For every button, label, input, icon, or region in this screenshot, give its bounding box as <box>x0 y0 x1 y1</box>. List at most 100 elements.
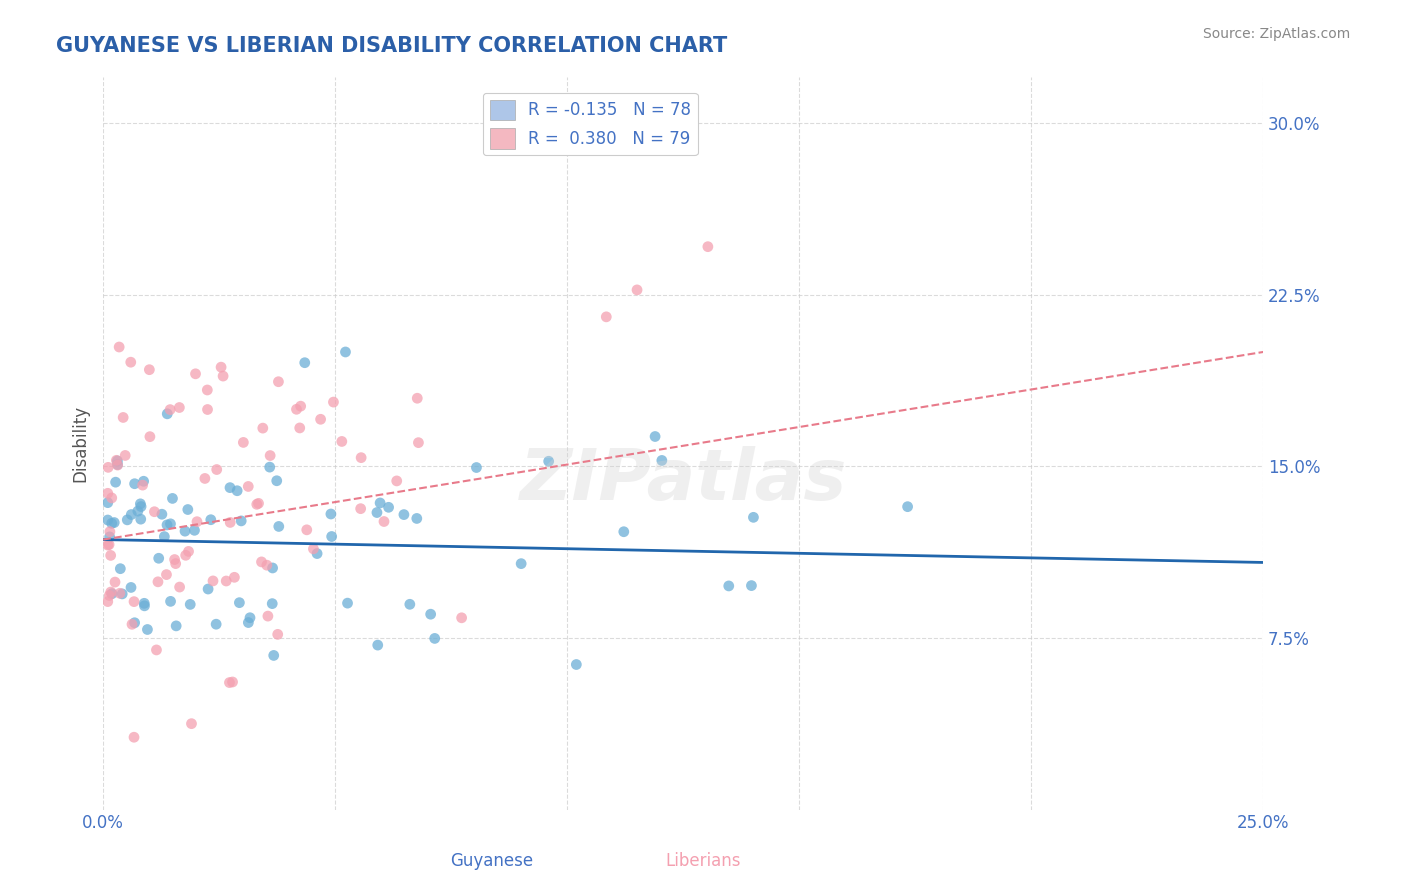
Point <box>121 617 143 632</box>
Point <box>108 586 131 600</box>
Point <box>117 513 139 527</box>
Point <box>212 369 235 384</box>
Point <box>174 524 197 538</box>
Point <box>127 504 149 518</box>
Point <box>450 611 472 625</box>
Point <box>285 402 308 417</box>
Point <box>218 675 240 690</box>
Point <box>259 449 281 463</box>
Point <box>644 429 666 443</box>
Point <box>194 471 217 485</box>
Point <box>205 617 228 632</box>
Point <box>368 496 391 510</box>
Point <box>146 574 169 589</box>
Point <box>256 558 278 573</box>
Point <box>183 524 205 538</box>
Point <box>219 481 242 495</box>
Point <box>163 552 186 566</box>
Point <box>143 505 166 519</box>
Point <box>263 648 285 663</box>
Point <box>195 383 218 397</box>
Point <box>134 599 156 613</box>
Point <box>232 435 254 450</box>
Point <box>114 449 136 463</box>
Point <box>104 575 127 590</box>
Legend: R = -0.135   N = 78, R =  0.380   N = 79: R = -0.135 N = 78, R = 0.380 N = 79 <box>484 93 697 155</box>
Point <box>238 615 260 630</box>
Point <box>290 399 312 413</box>
Point <box>159 594 181 608</box>
Point <box>129 500 152 514</box>
Point <box>385 474 408 488</box>
Point <box>205 462 228 476</box>
Point <box>740 578 762 592</box>
Point <box>259 460 281 475</box>
Point <box>138 362 160 376</box>
Point <box>267 375 290 389</box>
Point <box>717 579 740 593</box>
Point <box>169 580 191 594</box>
Point <box>295 523 318 537</box>
Point <box>197 402 219 417</box>
Point <box>97 486 120 500</box>
Point <box>177 502 200 516</box>
Point <box>350 501 373 516</box>
Point <box>367 638 389 652</box>
Point <box>131 478 153 492</box>
Point <box>309 412 332 426</box>
Point <box>302 541 325 556</box>
Point <box>97 594 120 608</box>
Point <box>162 491 184 506</box>
Point <box>169 401 191 415</box>
Point <box>112 410 135 425</box>
Point <box>406 391 429 405</box>
Point <box>294 356 316 370</box>
Point <box>373 515 395 529</box>
Point <box>97 538 120 552</box>
Point <box>165 619 187 633</box>
Point <box>97 496 120 510</box>
Point <box>200 513 222 527</box>
Point <box>215 574 238 588</box>
Point <box>392 508 415 522</box>
Point <box>136 623 159 637</box>
Point <box>100 549 122 563</box>
Point <box>122 594 145 608</box>
Point <box>262 597 284 611</box>
Point <box>124 476 146 491</box>
Point <box>104 475 127 490</box>
Point <box>100 585 122 599</box>
Point <box>366 506 388 520</box>
Point <box>98 524 121 539</box>
Point <box>626 283 648 297</box>
Point <box>742 510 765 524</box>
Text: Source: ZipAtlas.com: Source: ZipAtlas.com <box>1202 27 1350 41</box>
Point <box>101 587 124 601</box>
Point <box>98 538 121 552</box>
Point <box>238 479 260 493</box>
Point <box>155 567 177 582</box>
Point <box>398 597 420 611</box>
Point <box>111 587 134 601</box>
Point <box>120 355 142 369</box>
Point <box>150 507 173 521</box>
Point <box>377 500 399 515</box>
Text: Liberians: Liberians <box>665 852 741 870</box>
Point <box>120 508 142 522</box>
Point <box>110 562 132 576</box>
Point <box>239 611 262 625</box>
Point <box>267 627 290 641</box>
Point <box>156 407 179 421</box>
Point <box>228 596 250 610</box>
Point <box>319 507 342 521</box>
Point <box>180 716 202 731</box>
Text: Guyanese: Guyanese <box>450 852 534 870</box>
Text: ZIPatlas: ZIPatlas <box>519 446 846 515</box>
Point <box>108 340 131 354</box>
Point <box>350 450 373 465</box>
Point <box>537 454 560 468</box>
Point <box>129 512 152 526</box>
Point <box>97 460 120 475</box>
Point <box>288 421 311 435</box>
Point <box>139 430 162 444</box>
